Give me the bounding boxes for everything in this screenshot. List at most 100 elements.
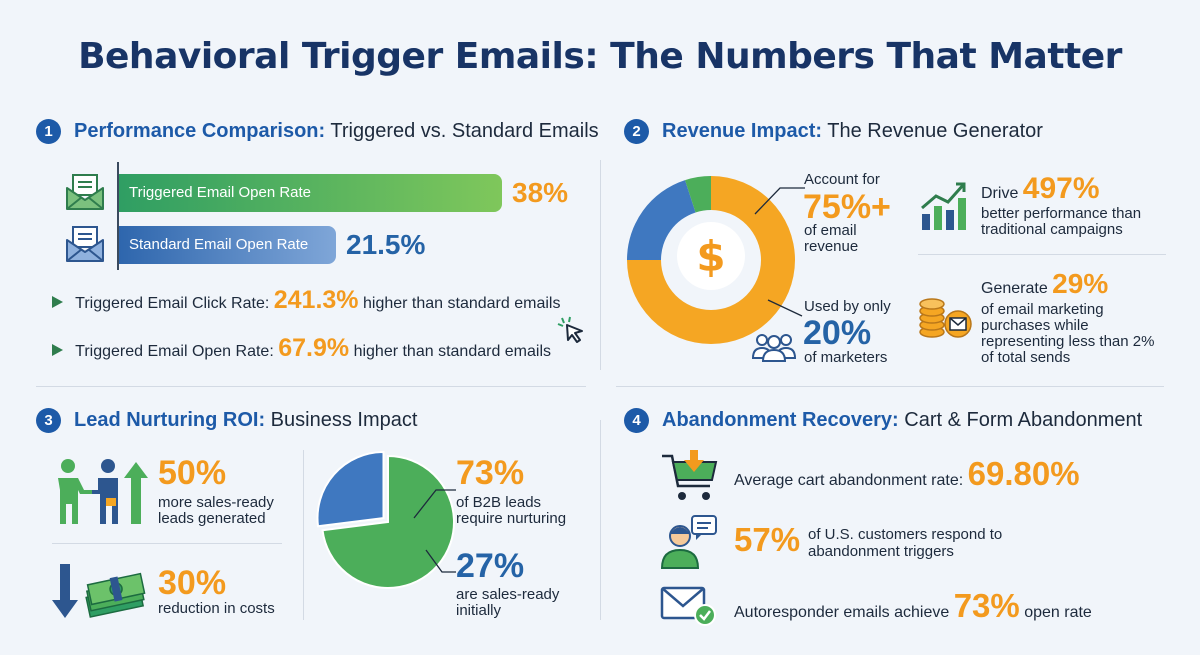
donut-segment-other bbox=[685, 176, 711, 213]
handshake-growth-icon bbox=[58, 459, 148, 524]
growth-chart-icon bbox=[921, 182, 966, 230]
section1-title-bold: Performance Comparison: bbox=[74, 120, 326, 142]
section3-title-rest: Business Impact bbox=[270, 409, 418, 431]
autoresponder-text: Autoresponder emails achieve bbox=[734, 604, 950, 621]
divider-vertical-bottom bbox=[600, 420, 601, 620]
triggered-open-rate-label: Triggered Email Open Rate bbox=[129, 184, 312, 201]
section1-title: Performance Comparison: Triggered vs. St… bbox=[74, 120, 599, 143]
cart-abandon-line: Average cart abandonment rate: 69.80% bbox=[734, 455, 1080, 493]
generate-prefix: Generate bbox=[981, 280, 1048, 297]
section2-title: Revenue Impact: The Revenue Generator bbox=[662, 120, 1043, 143]
cart-abandon-value: 69.80% bbox=[967, 455, 1080, 492]
section4-title-bold: Abandonment Recovery: bbox=[662, 409, 899, 431]
costs-value: 30% bbox=[158, 564, 227, 602]
lead-nurturing-pie-chart bbox=[316, 451, 455, 589]
section2-number-badge: 2 bbox=[624, 119, 649, 144]
standard-open-rate-label: Standard Email Open Rate bbox=[129, 236, 309, 253]
coins-email-icon bbox=[919, 298, 972, 338]
callout-line-ready bbox=[425, 549, 456, 573]
chevron-right-icon bbox=[52, 296, 63, 308]
open-rate-suffix: higher than standard emails bbox=[353, 343, 552, 360]
svg-text:$: $ bbox=[696, 232, 725, 281]
callout-line-nurture bbox=[413, 489, 456, 519]
cart-abandon-text: Average cart abandonment rate: bbox=[734, 472, 964, 489]
click-rate-prefix: Triggered Email Click Rate: bbox=[75, 295, 270, 312]
divider-horizontal-left bbox=[36, 386, 586, 387]
section3-number-badge: 3 bbox=[36, 408, 61, 433]
account-for-sub1: of email bbox=[804, 222, 857, 239]
divider-horizontal-right bbox=[616, 386, 1164, 387]
people-group-icon bbox=[751, 334, 797, 362]
shopping-cart-icon bbox=[662, 450, 718, 500]
drive-sub2: traditional campaigns bbox=[981, 221, 1123, 238]
standard-open-rate-value: 21.5% bbox=[346, 229, 426, 260]
account-for-value: 75%+ bbox=[803, 188, 891, 226]
drive-prefix: Drive bbox=[981, 185, 1019, 202]
autoresponder-suffix: open rate bbox=[1024, 604, 1092, 621]
nurture-sub1: of B2B leads bbox=[456, 494, 542, 511]
section1-title-rest: Triggered vs. Standard Emails bbox=[330, 120, 599, 142]
section4-number-badge: 4 bbox=[624, 408, 649, 433]
open-rate-bullet: Triggered Email Open Rate: 67.9% higher … bbox=[52, 334, 551, 363]
respond-sub1: of U.S. customers respond to bbox=[808, 526, 1003, 543]
click-rate-bullet: Triggered Email Click Rate: 241.3% highe… bbox=[52, 286, 560, 315]
autoresponder-value: 73% bbox=[953, 587, 1020, 624]
click-rate-value: 241.3% bbox=[273, 286, 359, 314]
page-title: Behavioral Trigger Emails: The Numbers T… bbox=[78, 36, 1122, 77]
revenue-donut-chart bbox=[627, 176, 795, 344]
generate-sub3: representing less than 2% bbox=[981, 333, 1155, 350]
open-envelope-icon-green bbox=[66, 174, 104, 210]
open-envelope-icon-blue bbox=[66, 226, 104, 262]
respond-value: 57% bbox=[734, 521, 801, 558]
respond-sub2: abandonment triggers bbox=[808, 543, 954, 560]
cursor-click-icon bbox=[557, 316, 583, 343]
section3-title: Lead Nurturing ROI: Business Impact bbox=[74, 409, 417, 432]
divider-vertical-top bbox=[600, 160, 601, 370]
used-by-label: Used by only bbox=[804, 298, 891, 315]
drive-line: Drive 497% bbox=[981, 172, 1100, 206]
costs-sub: reduction in costs bbox=[158, 600, 275, 617]
chevron-right-icon bbox=[52, 344, 63, 356]
divider-section3-inner bbox=[52, 543, 282, 544]
generate-sub4: of total sends bbox=[981, 349, 1071, 366]
section2-title-bold: Revenue Impact: bbox=[662, 120, 823, 142]
autoresponder-line: Autoresponder emails achieve 73% open ra… bbox=[734, 587, 1092, 625]
callout-line-marketers bbox=[767, 299, 803, 317]
section3-title-bold: Lead Nurturing ROI: bbox=[74, 409, 266, 431]
ready-sub1: are sales-ready bbox=[456, 586, 560, 603]
callout-line-revenue bbox=[754, 187, 805, 215]
leads-sub1: more sales-ready bbox=[158, 494, 274, 511]
nurture-value: 73% bbox=[456, 454, 525, 492]
nurture-sub2: require nurturing bbox=[456, 510, 567, 527]
triggered-open-rate-value: 38% bbox=[512, 177, 569, 208]
donut-segment-revenue bbox=[627, 176, 795, 344]
account-for-sub2: revenue bbox=[804, 238, 859, 255]
ready-value: 27% bbox=[456, 547, 525, 585]
triggered-open-rate-bar: Triggered Email Open Rate bbox=[119, 174, 502, 212]
used-by-value: 20% bbox=[803, 314, 872, 352]
email-check-icon bbox=[660, 586, 716, 626]
customer-chat-icon bbox=[660, 515, 717, 569]
drive-value: 497% bbox=[1022, 172, 1100, 205]
bar-axis-line bbox=[117, 162, 119, 270]
click-rate-suffix: higher than standard emails bbox=[363, 295, 561, 312]
ready-sub2: initially bbox=[456, 602, 502, 619]
generate-line: Generate 29% bbox=[981, 268, 1108, 300]
money-decrease-icon bbox=[52, 564, 146, 618]
leads-value: 50% bbox=[158, 454, 227, 492]
dollar-icon: $ bbox=[677, 222, 745, 290]
section4-title: Abandonment Recovery: Cart & Form Abando… bbox=[662, 409, 1142, 432]
leads-sub2: leads generated bbox=[158, 510, 266, 527]
generate-sub1: of email marketing bbox=[981, 301, 1104, 318]
pie-slice-sales-ready bbox=[316, 451, 385, 528]
generate-sub2: purchases while bbox=[981, 317, 1089, 334]
divider-section2-inner bbox=[918, 254, 1166, 255]
used-by-sub: of marketers bbox=[804, 349, 888, 366]
open-rate-value: 67.9% bbox=[278, 334, 350, 362]
section2-title-rest: The Revenue Generator bbox=[827, 120, 1043, 142]
section1-number-badge: 1 bbox=[36, 119, 61, 144]
standard-open-rate-bar: Standard Email Open Rate bbox=[119, 226, 336, 264]
divider-section3-vertical bbox=[303, 450, 304, 620]
section4-title-rest: Cart & Form Abandonment bbox=[904, 409, 1143, 431]
generate-value: 29% bbox=[1052, 268, 1109, 299]
